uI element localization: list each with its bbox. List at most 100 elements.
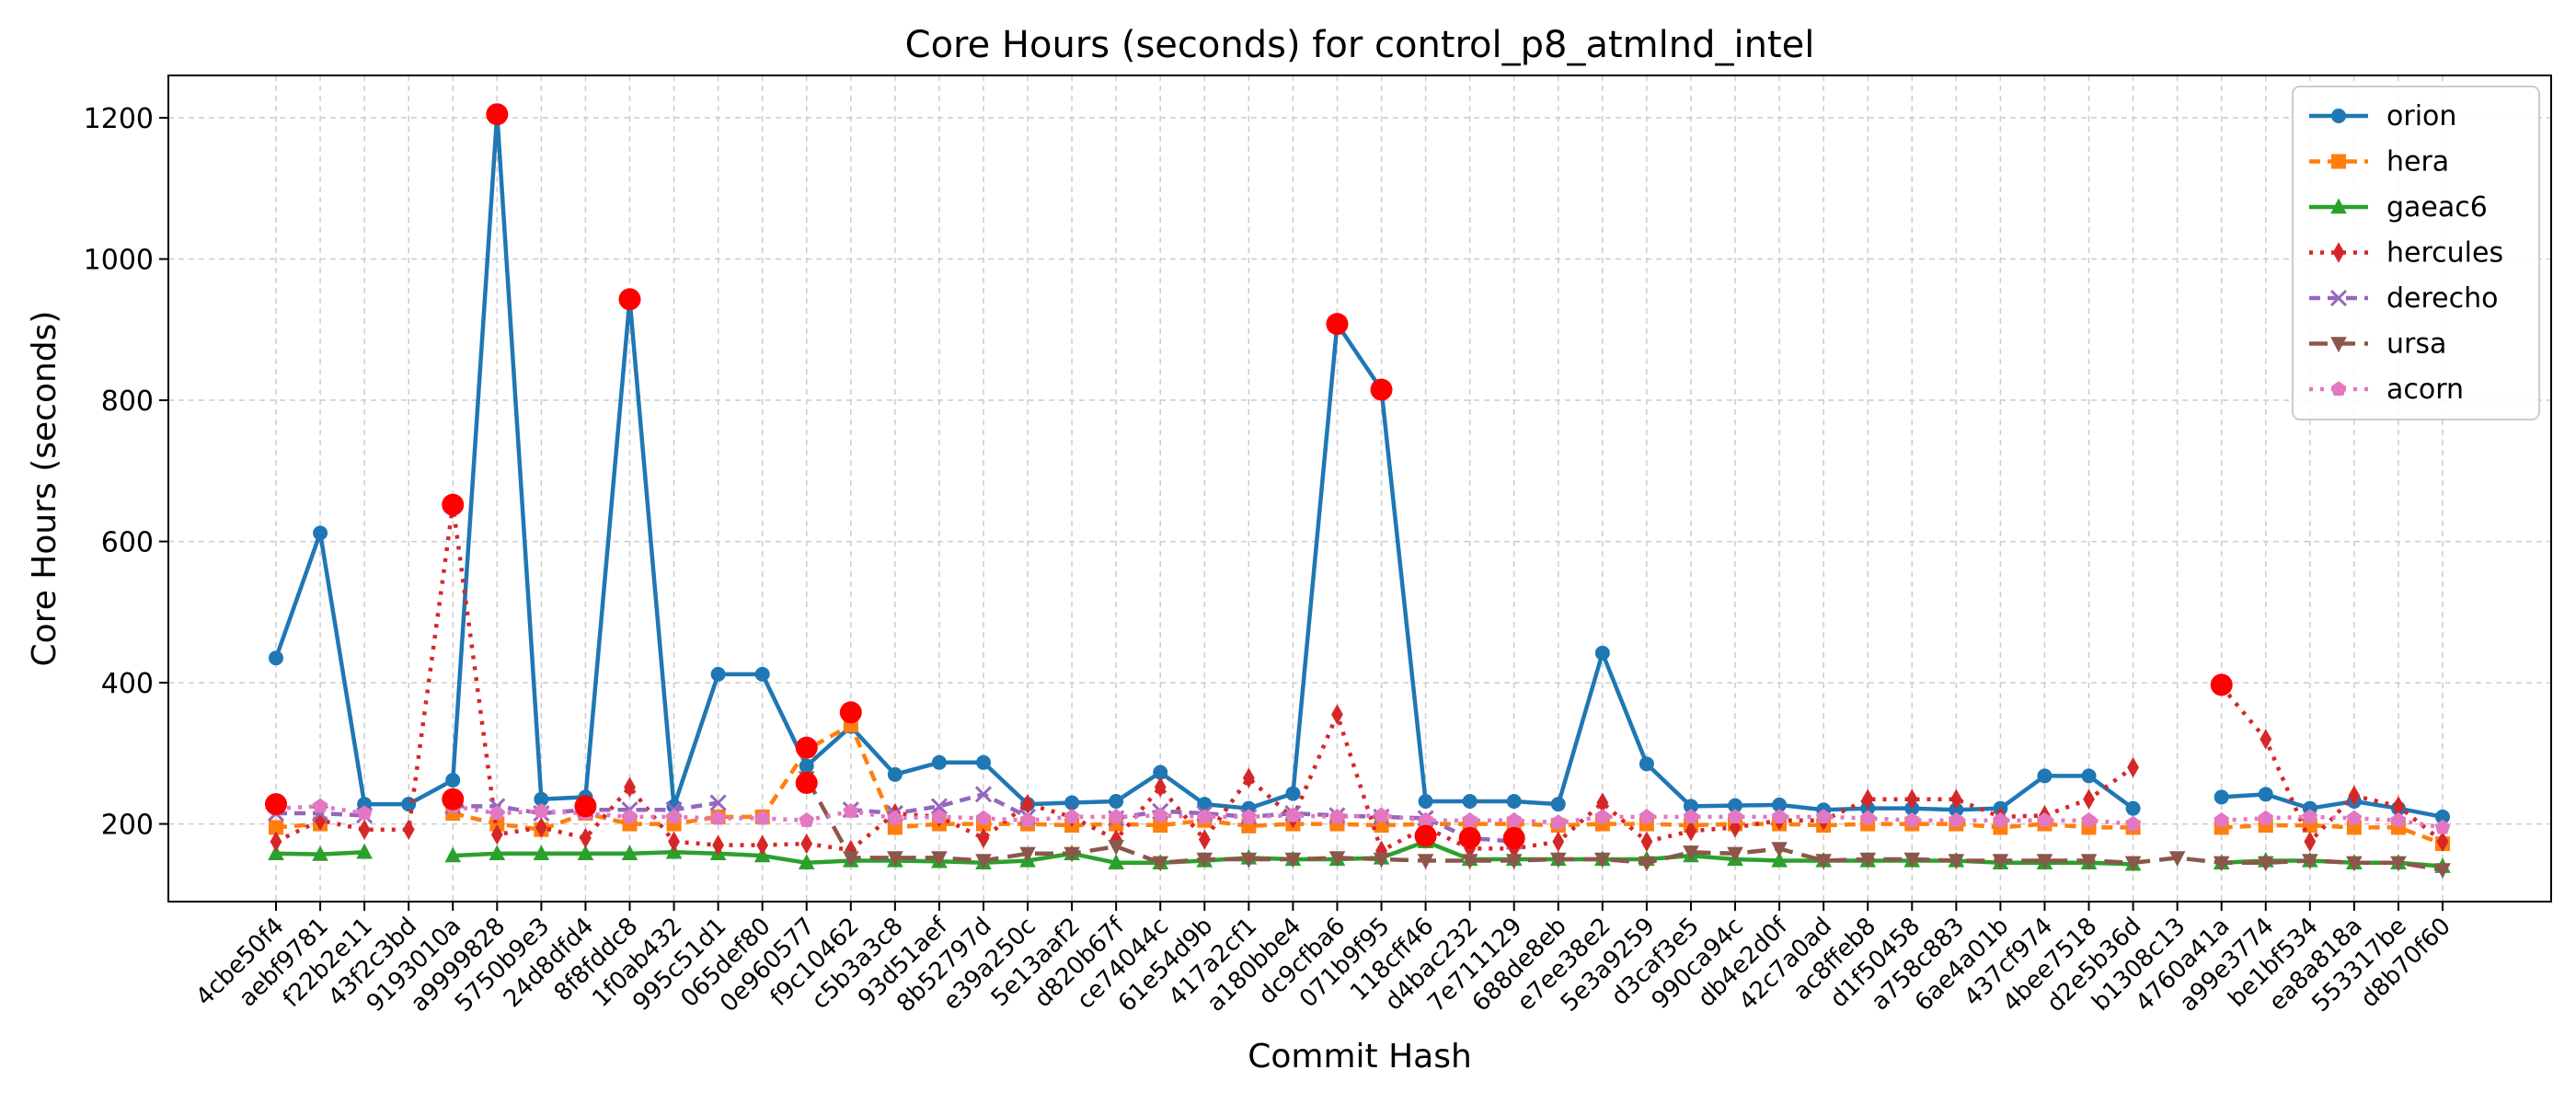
point-acorn: [1594, 809, 1611, 824]
legend-item-hercules: hercules: [2309, 237, 2503, 270]
highlight-point: [795, 772, 818, 795]
point-hercules: [668, 831, 680, 852]
legend-swatch-marker: [2330, 337, 2347, 353]
point-ursa: [1152, 856, 1169, 872]
point-ursa: [1549, 852, 1567, 868]
highlight-point: [795, 736, 818, 759]
point-orion: [313, 525, 328, 541]
point-orion: [1550, 797, 1566, 812]
legend-label: hercules: [2386, 237, 2503, 270]
point-ursa: [1639, 856, 1655, 872]
point-acorn: [1019, 811, 1036, 827]
point-acorn: [2214, 811, 2230, 827]
point-acorn: [666, 809, 682, 824]
highlight-point: [574, 795, 597, 818]
point-acorn: [931, 809, 948, 824]
point-ursa: [1019, 846, 1036, 863]
point-acorn: [799, 811, 815, 827]
point-ursa: [2390, 856, 2407, 872]
point-hercules: [1861, 788, 1874, 810]
legend-swatch-marker: [2332, 242, 2345, 263]
point-acorn: [2081, 811, 2097, 827]
point-orion: [799, 758, 814, 774]
point-ursa: [887, 851, 903, 868]
y-tick-label: 400: [101, 668, 154, 700]
point-ursa: [1240, 852, 1258, 868]
point-acorn: [489, 805, 505, 821]
point-hercules: [2348, 785, 2361, 807]
point-acorn: [1639, 809, 1655, 824]
series-layer: [267, 107, 2451, 880]
point-derecho: [930, 798, 948, 815]
point-gaeac6: [1108, 854, 1124, 869]
highlight-point: [265, 793, 287, 816]
point-hercules: [314, 810, 327, 831]
point-hercules: [800, 833, 813, 855]
point-acorn: [843, 802, 859, 818]
point-ursa: [1948, 854, 1965, 870]
point-orion: [1728, 798, 1743, 813]
point-orion: [931, 754, 947, 770]
point-hercules: [1198, 829, 1211, 850]
highlight-point: [839, 701, 862, 724]
point-orion: [1064, 795, 1080, 811]
point-hercules: [1949, 788, 1962, 810]
point-gaeac6: [312, 845, 328, 861]
point-hercules: [624, 776, 636, 798]
point-ursa: [975, 854, 992, 870]
point-acorn: [1329, 809, 1345, 824]
point-acorn: [1903, 811, 1920, 827]
point-hercules: [1552, 831, 1565, 852]
point-hercules: [402, 819, 415, 840]
x-axis-label: Commit Hash: [1248, 1038, 1472, 1075]
point-orion: [1285, 786, 1301, 801]
point-hercules: [1242, 767, 1255, 788]
x-axis: 4cbe50f4aebf9781f22b2e1143f2c3bd9193010a…: [190, 902, 2456, 1018]
point-acorn: [1374, 807, 1389, 822]
highlight-point: [2210, 673, 2233, 696]
series-line-acorn: [452, 804, 2133, 826]
point-orion: [1462, 794, 1478, 810]
point-hercules: [490, 823, 503, 845]
point-acorn: [2037, 811, 2053, 827]
point-hercules: [580, 827, 592, 849]
point-orion: [1772, 797, 1788, 812]
highlight-point: [1414, 824, 1437, 847]
point-acorn: [754, 810, 771, 825]
legend-swatch-marker: [2331, 109, 2346, 123]
point-acorn: [1771, 809, 1788, 824]
point-acorn: [533, 802, 549, 818]
point-hercules: [535, 817, 547, 838]
point-orion: [887, 766, 903, 782]
point-orion: [2125, 800, 2141, 816]
legend-label: gaeac6: [2386, 191, 2488, 224]
point-orion: [1639, 756, 1654, 772]
highlight-point: [1458, 826, 1481, 849]
point-hercules: [2436, 831, 2449, 852]
point-orion: [1594, 645, 1610, 661]
legend-label: orion: [2386, 100, 2456, 132]
point-orion: [269, 650, 283, 666]
point-orion: [1418, 794, 1433, 810]
y-tick-label: 1200: [84, 103, 154, 135]
point-gaeac6: [1771, 851, 1788, 868]
point-ursa: [842, 851, 859, 868]
legend-label: hera: [2386, 146, 2449, 178]
point-acorn: [312, 798, 328, 813]
series-line-derecho: [850, 792, 1029, 819]
point-ursa: [1417, 854, 1434, 870]
point-acorn: [1285, 807, 1301, 822]
point-gaeac6: [798, 854, 815, 869]
point-acorn: [356, 805, 373, 821]
point-hercules: [1729, 817, 1742, 838]
legend-label: derecho: [2386, 282, 2499, 315]
legend-swatch-marker: [2331, 154, 2346, 169]
plot-frame: [167, 75, 2552, 903]
point-orion: [2435, 809, 2450, 824]
series-line-hera: [275, 822, 321, 830]
point-acorn: [2258, 810, 2274, 825]
point-hercules: [358, 819, 371, 840]
legend-item-gaeac6: gaeac6: [2309, 191, 2488, 224]
point-ursa: [1328, 851, 1346, 868]
point-ursa: [1284, 852, 1302, 868]
